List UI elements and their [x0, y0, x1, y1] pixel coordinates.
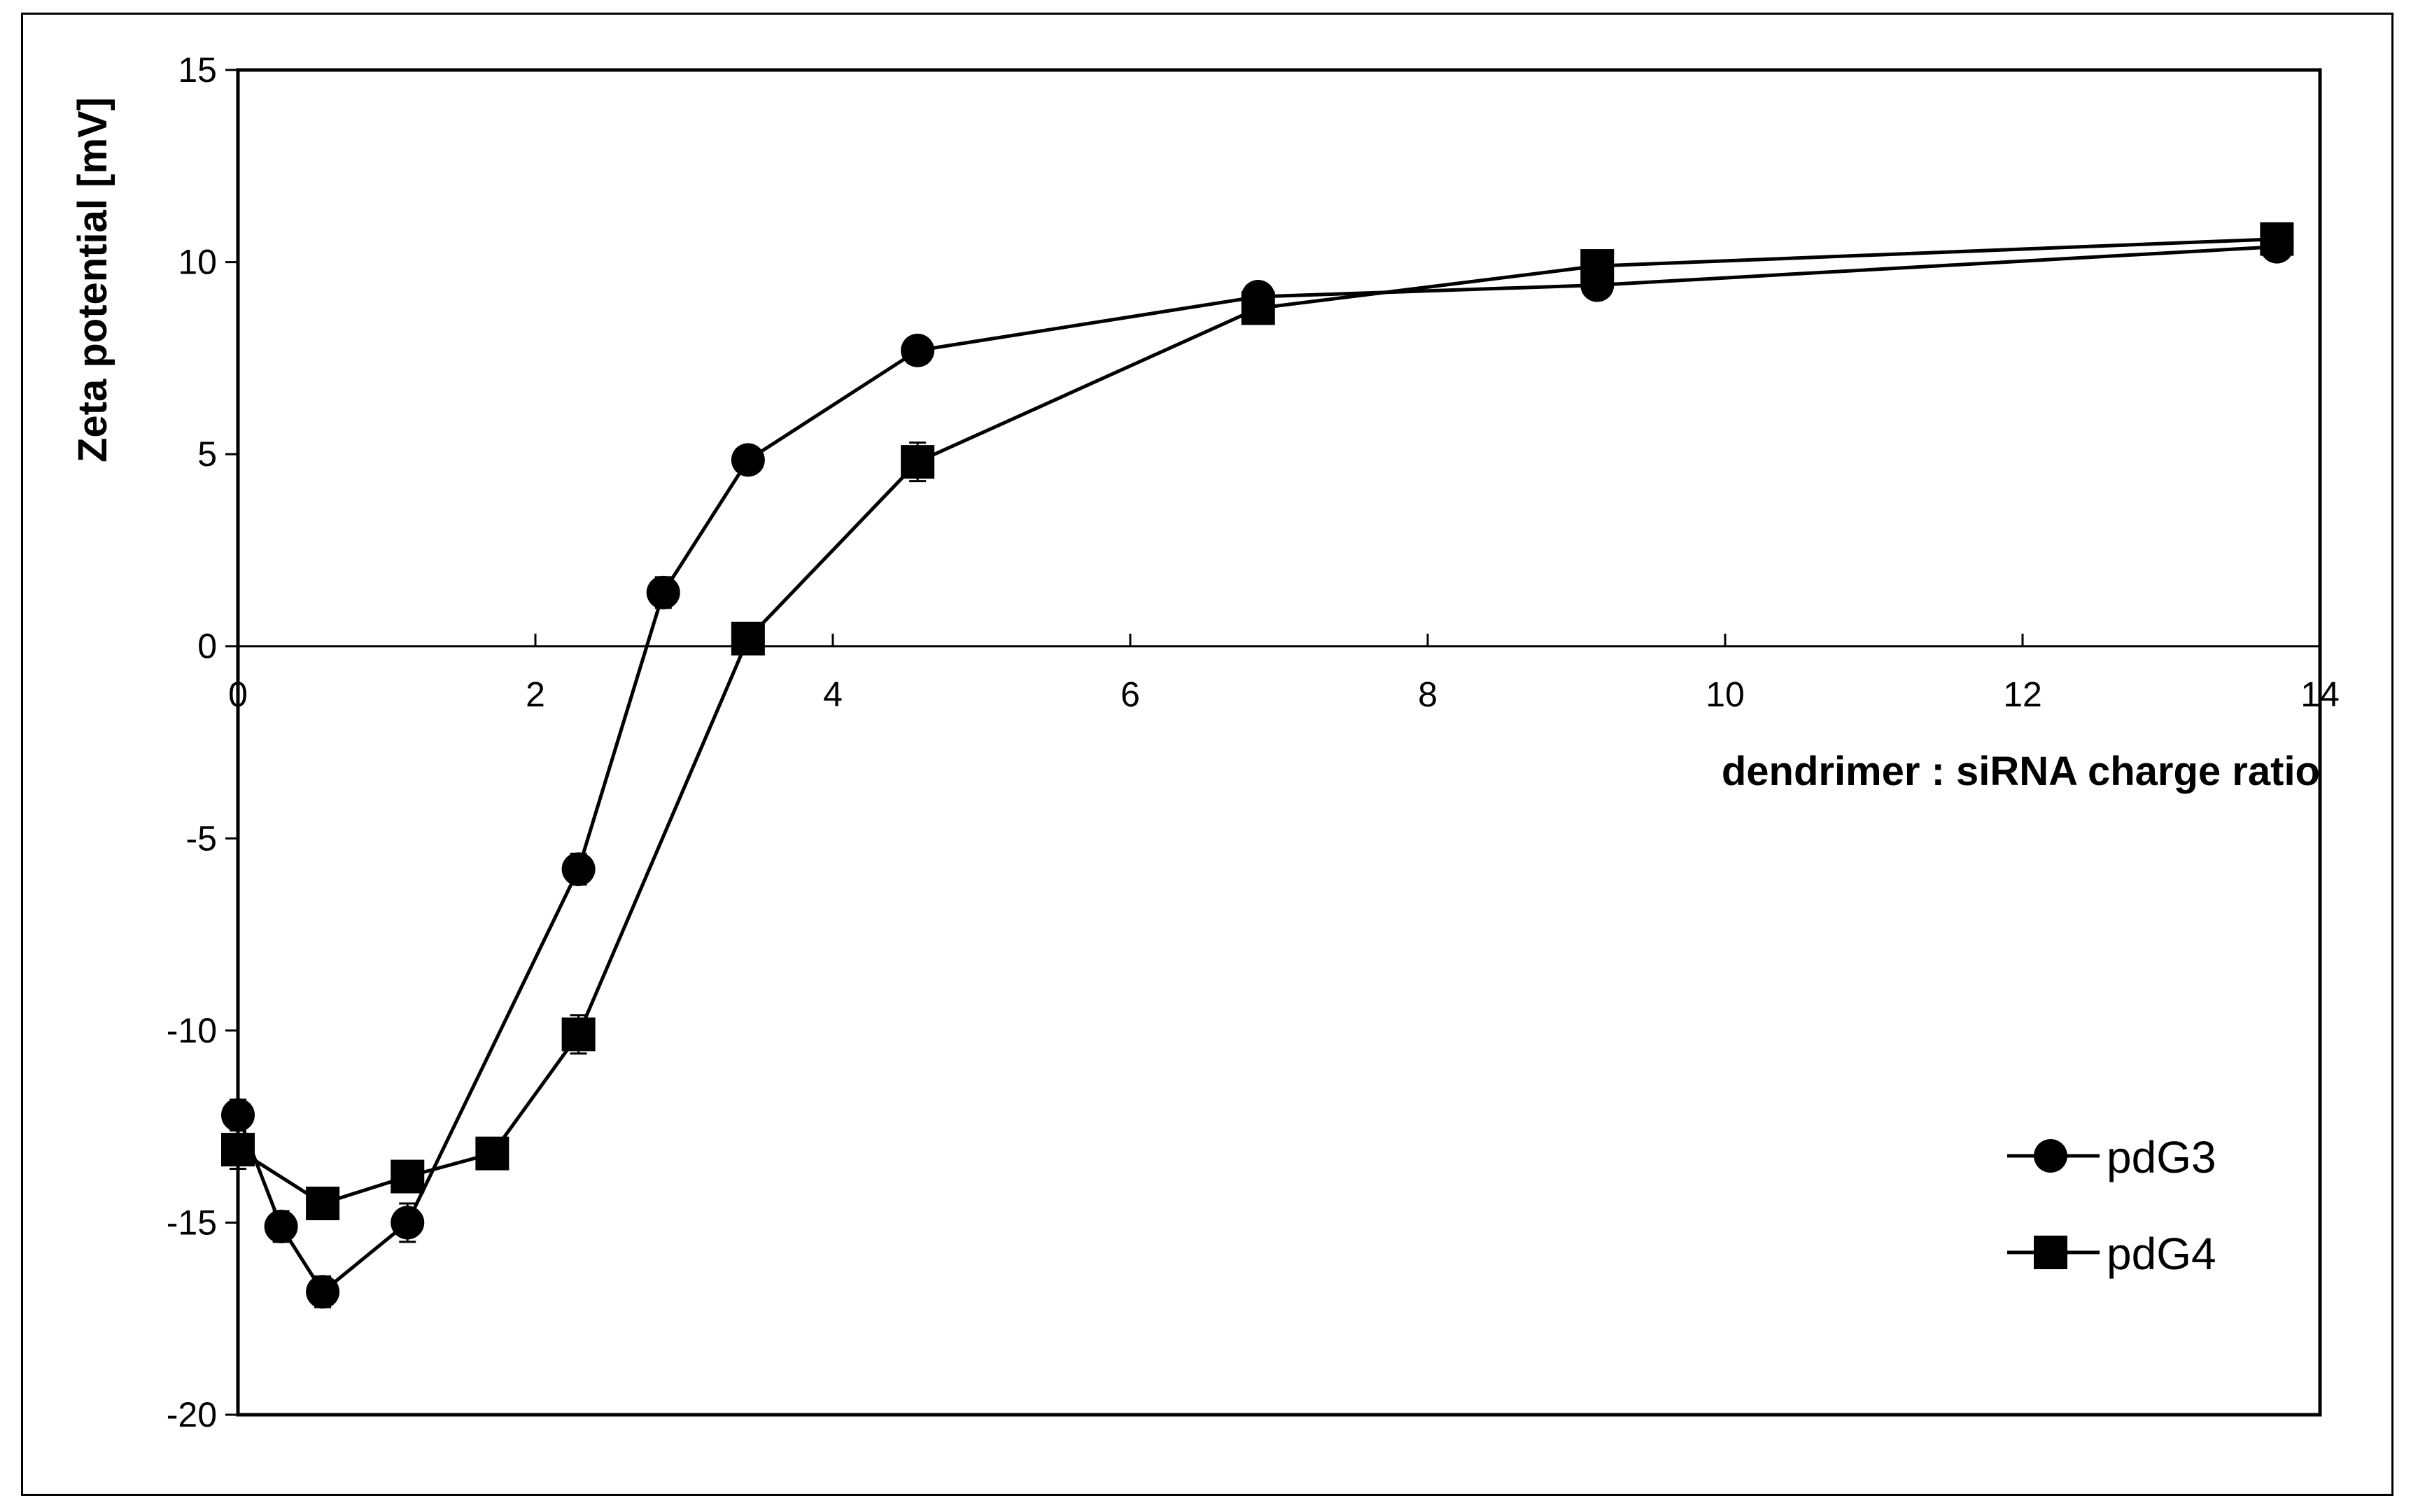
data-point-circle	[731, 443, 765, 477]
data-point-circle	[221, 1098, 255, 1132]
y-tick-label: 10	[178, 243, 217, 282]
data-point-circle	[901, 333, 935, 367]
series-line-pdG4	[237, 237, 2277, 1206]
x-tick-label: 14	[2300, 675, 2340, 714]
axes	[225, 68, 2322, 1417]
legend-label-pdG4: pdG4	[2107, 1229, 2216, 1279]
data-point-square	[306, 1186, 340, 1220]
data-point-circle	[264, 1209, 298, 1243]
data-point-square	[221, 1133, 255, 1167]
data-point-circle	[391, 1206, 425, 1240]
y-tick-label: 15	[178, 50, 217, 90]
x-tick-label: 4	[823, 675, 843, 714]
x-tick-label: 10	[1706, 675, 1745, 714]
x-tick-label: 8	[1418, 675, 1438, 714]
x-axis-title: dendrimer : siRNA charge ratio	[1722, 749, 2320, 794]
y-axis-title: Zeta potential [mV]	[70, 97, 115, 462]
legend-label-pdG3: pdG3	[2107, 1132, 2216, 1182]
y-tick-label: 5	[197, 434, 217, 474]
x-tick-label: 12	[2003, 675, 2042, 714]
x-tick-labels: 0 2 4 6 8 10 12 14	[228, 675, 2340, 714]
data-point-square	[1241, 291, 1275, 325]
legend-item-pdG3: pdG3	[2007, 1132, 2216, 1182]
data-point-square	[1580, 249, 1615, 283]
y-tick-label: 0	[197, 627, 217, 666]
y-tick-label: -10	[167, 1011, 217, 1050]
legend-marker-square-icon	[2034, 1236, 2067, 1269]
series-layer	[221, 222, 2294, 1309]
legend-item-pdG4: pdG4	[2007, 1229, 2216, 1279]
data-point-square	[475, 1136, 509, 1171]
legend: pdG3 pdG4	[2007, 1132, 2216, 1279]
data-point-circle	[561, 852, 596, 886]
legend-marker-circle-icon	[2034, 1139, 2067, 1173]
x-tick-label: 0	[228, 675, 248, 714]
plot-area-border	[236, 68, 2322, 1417]
chart-frame	[21, 13, 2394, 1496]
data-point-square	[2260, 222, 2294, 256]
y-tick-label: -15	[167, 1203, 217, 1242]
data-point-square	[731, 621, 765, 656]
data-point-square	[561, 1017, 596, 1052]
data-point-square	[901, 445, 935, 479]
data-point-circle	[306, 1275, 340, 1309]
series-pdG4	[221, 222, 2294, 1220]
data-point-square	[391, 1159, 425, 1194]
x-tick-label: 6	[1120, 675, 1140, 714]
data-point-circle	[646, 575, 680, 609]
x-tick-label: 2	[526, 675, 545, 714]
y-tick-label: -5	[186, 819, 217, 858]
y-tick-label: -20	[167, 1395, 217, 1434]
y-tick-labels: -20 -15 -10 -5 0 5 10 15	[167, 50, 217, 1434]
